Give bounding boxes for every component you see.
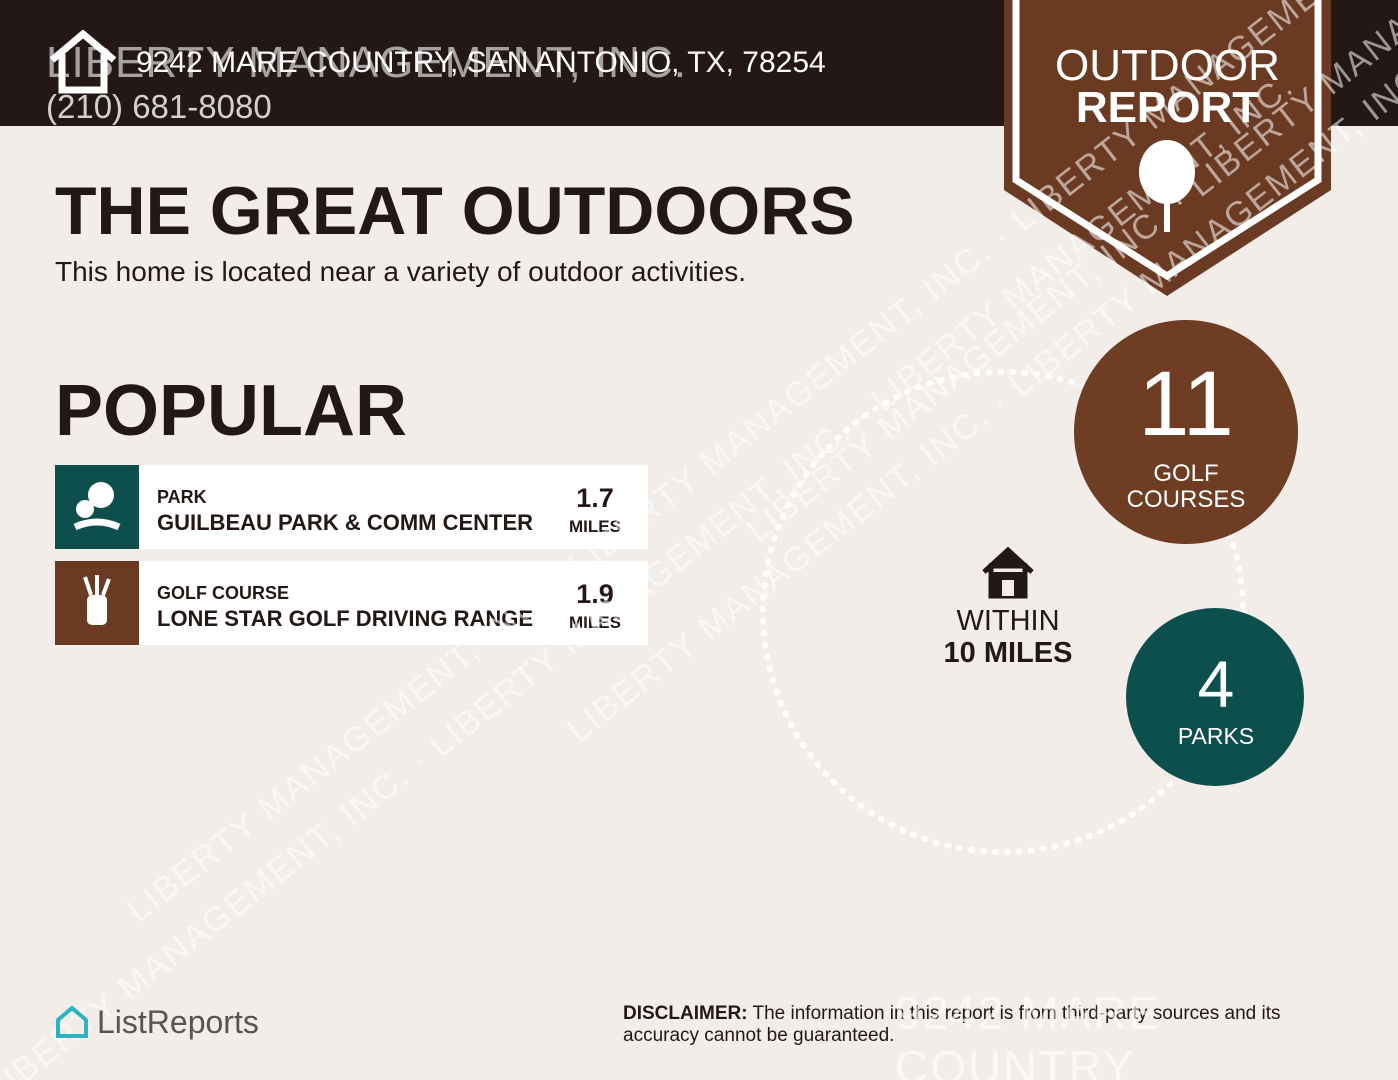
radius-label: 10 MILES xyxy=(943,637,1073,669)
item-name: GUILBEAU PARK & COMM CENTER xyxy=(157,510,534,535)
list-item: PARK GUILBEAU PARK & COMM CENTER 1.7 MIL… xyxy=(55,465,648,549)
golf-icon xyxy=(55,561,139,645)
item-distance: 1.7 xyxy=(576,483,614,513)
disclaimer: DISCLAIMER: The information in this repo… xyxy=(623,1003,1353,1047)
park-icon xyxy=(55,465,139,549)
item-unit: MILES xyxy=(569,517,621,536)
stat-count: 11 xyxy=(1138,353,1234,455)
radius-label: WITHIN xyxy=(956,605,1060,637)
title: THE GREAT OUTDOORS xyxy=(55,173,855,249)
phone: (210) 681-8080 xyxy=(46,88,272,125)
item-name: LONE STAR GOLF DRIVING RANGE xyxy=(157,606,534,631)
disclaimer-label: DISCLAIMER: xyxy=(623,1003,748,1024)
listreports-icon xyxy=(56,1005,88,1038)
section-title: POPULAR xyxy=(55,371,408,451)
subtitle: This home is located near a variety of o… xyxy=(55,256,747,287)
footer-logo: ListReports xyxy=(97,1004,259,1040)
stat-count: 4 xyxy=(1197,647,1235,721)
item-category: PARK xyxy=(157,487,207,507)
home-logo xyxy=(49,30,117,94)
stat-label: PARKS xyxy=(1177,723,1255,749)
item-category: GOLF COURSE xyxy=(157,583,290,603)
list-item: GOLF COURSE LONE STAR GOLF DRIVING RANGE… xyxy=(55,561,648,645)
address: 9242 MARE COUNTRY, SAN ANTONIO, TX, 7825… xyxy=(136,46,826,79)
address-watermark: 9242 MARE COUNTRY xyxy=(895,987,1162,1080)
disclaimer-text: The information in this report is from t… xyxy=(623,1003,1281,1046)
brand-watermark: LIBERTY MANAGEMENT, INC. xyxy=(46,38,687,87)
stat-label: GOLF COURSES xyxy=(1126,460,1246,513)
item-unit: MILES xyxy=(569,613,621,632)
item-distance: 1.9 xyxy=(576,579,614,609)
badge-line: REPORT xyxy=(1075,83,1260,132)
badge xyxy=(1004,0,1331,296)
badge-line: OUTDOOR xyxy=(1055,41,1280,90)
